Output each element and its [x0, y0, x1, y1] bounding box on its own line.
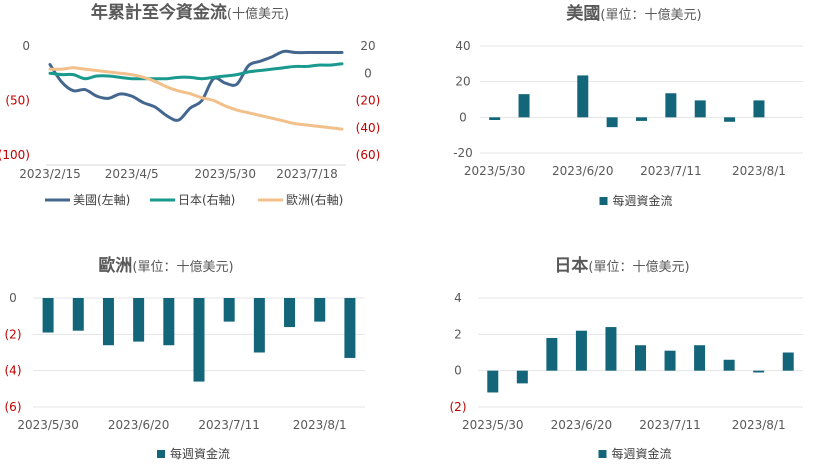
japan-bar	[546, 337, 558, 371]
japan-title-unit: (單位：十億美元)	[588, 259, 689, 275]
us-bar	[518, 94, 530, 118]
japan-x-tick: 2023/8/1	[732, 418, 786, 432]
right-axis-tick: 20	[360, 39, 375, 53]
japan-bar	[782, 352, 794, 371]
x-axis-tick: 2023/2/15	[19, 167, 81, 181]
right-axis-tick: (60)	[356, 148, 381, 162]
europe-y-tick: (2)	[5, 327, 22, 341]
x-axis-tick: 2023/4/5	[105, 167, 159, 181]
us-x-tick: 2023/6/20	[552, 164, 614, 178]
us-bar	[636, 117, 647, 121]
europe-bar	[284, 298, 296, 328]
cumulative-title: 年累計至今資金流(十億美元)	[91, 2, 289, 23]
europe-legend-swatch	[157, 450, 165, 458]
us-bar	[577, 75, 589, 118]
right-axis-tick: 0	[364, 66, 372, 80]
japan-x-tick: 2023/6/20	[551, 418, 613, 432]
europe-x-tick: 2023/5/30	[17, 418, 79, 432]
japan-bar	[516, 370, 528, 384]
cumulative-chart: 0 (50) (100) 20 0 (20) (40) (60) 2023/2/15 2023/4…	[0, 39, 380, 207]
japan-chart: 4 2 0 (2) 2023/5/30 2023/6/20 2023/7/11 2023/8/…	[450, 291, 803, 461]
us-x-tick: 2023/5/30	[464, 164, 526, 178]
japan-bar	[723, 359, 735, 371]
us-y-tick: 40	[455, 39, 470, 53]
japan-title: 日本(單位：十億美元)	[554, 255, 689, 276]
japan-bar	[753, 370, 765, 373]
japan-bar	[487, 370, 499, 393]
japan-bar	[605, 327, 617, 371]
right-axis-tick: (40)	[356, 121, 381, 135]
europe-bar	[163, 298, 175, 346]
europe-title-main: 歐洲	[98, 255, 132, 276]
europe-legend-label: 每週資金流	[170, 446, 230, 461]
us-bar	[665, 93, 677, 118]
japan-title-main: 日本	[554, 255, 588, 276]
europe-title: 歐洲(單位：十億美元)	[98, 255, 233, 276]
us-bar	[753, 100, 765, 118]
japan-x-tick: 2023/5/30	[462, 418, 524, 432]
us-title-unit: (單位：十億美元)	[600, 7, 701, 23]
us-bar	[724, 117, 736, 122]
japan-legend-label: 每週資金流	[612, 446, 672, 461]
japan-y-tick: 4	[454, 291, 462, 305]
us-x-tick: 2023/7/11	[640, 164, 702, 178]
us-x-tick: 2023/8/1	[732, 164, 786, 178]
x-axis-tick: 2023/5/30	[194, 167, 256, 181]
europe-x-tick: 2023/8/1	[293, 418, 347, 432]
europe-chart: 0 (2) (4) (6) 2023/5/30 2023/6/20 2023/7/11 202…	[5, 291, 365, 461]
europe-bar	[42, 298, 54, 333]
us-title: 美國(單位：十億美元)	[566, 3, 701, 24]
legend-label-1: 日本(右軸)	[178, 192, 235, 207]
europe-bar	[193, 298, 205, 382]
japan-y-tick: 0	[454, 364, 462, 378]
europe-bar	[253, 298, 265, 353]
europe-y-tick: (4)	[5, 364, 22, 378]
japan-bar	[694, 345, 706, 371]
europe-x-tick: 2023/7/11	[198, 418, 260, 432]
japan-bar	[575, 330, 587, 371]
europe-bar	[133, 298, 145, 342]
europe-title-unit: (單位：十億美元)	[132, 259, 233, 275]
us-legend-swatch	[599, 197, 608, 205]
europe-x-tick: 2023/6/20	[108, 418, 170, 432]
japan-y-tick: 2	[454, 327, 462, 341]
us-chart: 40 20 0 -20 2023/5/30 2023/6/20 2023/7/11 2023/…	[453, 39, 803, 208]
left-axis-tick: (100)	[0, 148, 30, 162]
series-line-1	[48, 62, 344, 81]
europe-bar	[223, 298, 235, 322]
europe-bar	[102, 298, 114, 346]
us-bar	[606, 117, 618, 128]
europe-bar	[72, 298, 84, 331]
us-legend-label: 每週資金流	[613, 193, 673, 208]
x-axis-tick: 2023/7/18	[276, 167, 338, 181]
cumulative-title-unit: (十億美元)	[227, 6, 289, 22]
europe-y-tick: (6)	[5, 400, 22, 414]
us-y-tick: -20	[453, 146, 473, 160]
left-axis-tick: (50)	[5, 94, 30, 108]
us-y-tick: 0	[459, 110, 467, 124]
japan-x-tick: 2023/7/11	[639, 418, 701, 432]
us-bar	[694, 100, 706, 118]
japan-legend-swatch	[598, 450, 607, 458]
legend-label-0: 美國(左軸)	[73, 192, 130, 207]
europe-bar	[344, 298, 356, 358]
europe-bar	[314, 298, 326, 322]
left-axis-tick: 0	[22, 39, 30, 53]
series-line-2	[48, 66, 344, 131]
series-line-0	[48, 49, 344, 122]
us-bar	[489, 117, 501, 121]
cumulative-title-main: 年累計至今資金流	[91, 2, 227, 23]
us-y-tick: 20	[455, 75, 470, 89]
japan-bar	[635, 345, 646, 371]
legend-label-2: 歐洲(右軸)	[286, 192, 343, 207]
europe-y-tick: 0	[9, 291, 17, 305]
japan-bar	[664, 350, 676, 371]
right-axis-tick: (20)	[356, 94, 381, 108]
us-title-main: 美國	[566, 3, 600, 24]
japan-y-tick: (2)	[450, 400, 467, 414]
